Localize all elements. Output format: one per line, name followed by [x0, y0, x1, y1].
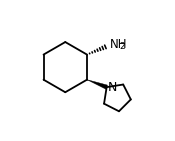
Text: 2: 2: [119, 42, 124, 51]
Text: N: N: [108, 81, 117, 94]
Polygon shape: [87, 80, 107, 89]
Text: NH: NH: [110, 38, 128, 51]
